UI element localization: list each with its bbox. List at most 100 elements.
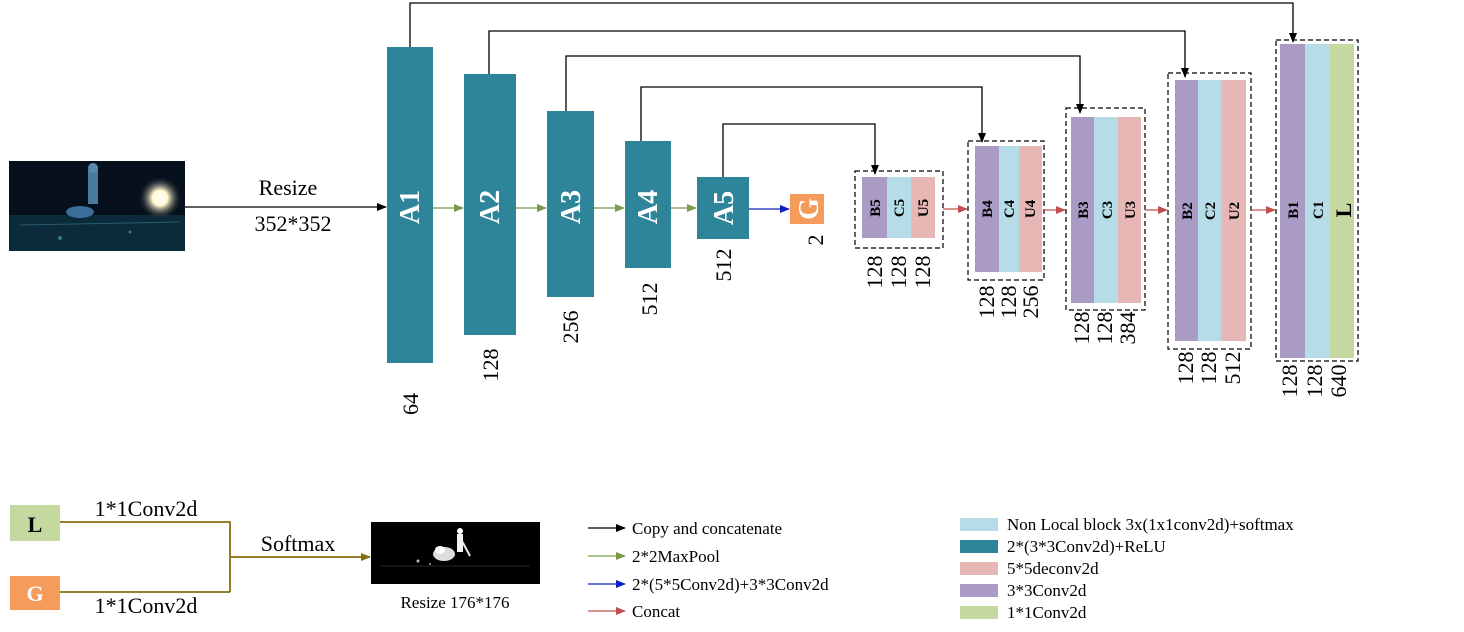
skip-a1-b1 (409, 2, 1297, 47)
legend-swatch-deconv (960, 562, 998, 575)
output-caption: Resize 176*176 (400, 593, 509, 612)
decoder-channels-1-1: 128 (1302, 365, 1327, 398)
decoder-block-u2 (1221, 80, 1246, 341)
decoder-channels-1-0: 128 (1277, 365, 1302, 398)
decoder-stage-3: B3 C3 U3 128 128 384 (1065, 107, 1146, 345)
decoder-stage-4: B4 C4 U4 128 128 256 (967, 140, 1045, 319)
decoder-label-u5: U5 (916, 199, 932, 217)
decoder-channels-5-2: 128 (910, 256, 935, 289)
decoder-block-u3 (1118, 117, 1141, 303)
skip-a4-b4 (640, 86, 986, 143)
global-block-label: G (794, 198, 825, 220)
legend-nonlocal-label: Non Local block 3x(1x1conv2d)+softmax (1007, 515, 1294, 534)
softmax-label: Softmax (261, 531, 336, 556)
decoder-label-c1: C1 (1311, 201, 1327, 219)
input-image (9, 161, 185, 251)
decoder-block-c4 (999, 146, 1019, 272)
decoder-label-c3: C3 (1100, 201, 1116, 219)
legend-arrow-conv-label: 2*(5*5Conv2d)+3*3Conv2d (632, 575, 829, 594)
decoder-label-l: L (1331, 203, 1356, 218)
decoder-channels-5-1: 128 (886, 256, 911, 289)
encoder-label-a1: A1 (395, 190, 426, 224)
encoder-label-a4: A4 (633, 190, 664, 224)
decoder-block-u4 (1019, 146, 1042, 272)
encoder-a4: A4 512 (625, 141, 671, 316)
encoder-a3: A3 256 (547, 111, 594, 344)
decoder-block-c1 (1305, 44, 1330, 358)
fusion-g-label: G (26, 581, 43, 606)
global-block: G 2 (790, 194, 828, 246)
fusion-g-box (10, 576, 60, 610)
decoder-dashed-box-1 (1275, 39, 1359, 362)
decoder-block-c2 (1198, 80, 1221, 341)
decoder-dashed-box-2 (1167, 72, 1252, 350)
skip-a3-b3 (565, 55, 1084, 114)
encoder-a2: A2 128 (464, 74, 516, 382)
decoder-block-b5 (862, 177, 887, 238)
decoder-channels-4-2: 256 (1018, 286, 1043, 319)
decoder-channels-4-0: 128 (974, 286, 999, 319)
legend-swatch-nonlocal (960, 518, 998, 531)
decoder-label-b1: B1 (1286, 201, 1302, 219)
decoder-channels-2-1: 128 (1196, 352, 1221, 385)
skip-a2-b2 (488, 30, 1189, 78)
global-block-g (790, 194, 824, 224)
input-size-label: 352*352 (255, 211, 332, 236)
fusion-module: L G 1*1Conv2d 1*1Conv2d Softmax Resize 1… (10, 496, 540, 618)
decoder-stage-1: B1 C1 L 128 128 640 (1275, 39, 1359, 398)
decoder-block-l (1330, 44, 1354, 358)
decoder-channels-4-1: 128 (996, 286, 1021, 319)
decoder-block-c5 (887, 177, 911, 238)
legend-boxes: Non Local block 3x(1x1conv2d)+softmax 2*… (960, 515, 1294, 622)
global-block-channels: 2 (803, 235, 828, 246)
legend-arrow-maxpool-label: 2*2MaxPool (632, 547, 720, 566)
fusion-conv-top: 1*1Conv2d (95, 496, 198, 521)
decoder-dashed-box-5 (854, 170, 944, 249)
fusion-l-label: L (28, 512, 43, 537)
decoder-block-u5 (911, 177, 935, 238)
decoder-channels-2-2: 512 (1220, 352, 1245, 385)
legend-arrow-concat-label: Concat (632, 602, 680, 621)
legend-arrow-copy-label: Copy and concatenate (632, 519, 782, 538)
decoder-label-c5: C5 (892, 199, 908, 217)
fusion-conv-bottom: 1*1Conv2d (95, 593, 198, 618)
legend-conv3-label: 3*3Conv2d (1007, 581, 1087, 600)
encoder-a1: A1 64 (387, 47, 433, 415)
resize-label: Resize (259, 175, 318, 200)
encoder-label-a3: A3 (556, 190, 587, 224)
decoder-channels-3-2: 384 (1115, 312, 1140, 345)
fusion-l-line (60, 521, 231, 592)
concat-arrows (943, 205, 1276, 214)
legend-conv1-label: 1*1Conv2d (1007, 603, 1087, 622)
encoder-channels-a2: 128 (478, 349, 503, 382)
encoder-a5: A5 512 (697, 177, 749, 282)
decoder-label-u4: U4 (1023, 199, 1039, 218)
legend-swatch-conv3 (960, 584, 998, 597)
decoder-label-c2: C2 (1203, 202, 1219, 220)
encoder-channels-a1: 64 (398, 393, 423, 415)
decoder-stage-2: B2 C2 U2 128 128 512 (1167, 72, 1252, 385)
output-image (371, 522, 540, 584)
legend-swatch-conv1 (960, 606, 998, 619)
decoder-channels-1-2: 640 (1326, 365, 1351, 398)
legend-deconv-label: 5*5deconv2d (1007, 559, 1099, 578)
decoder-label-u3: U3 (1123, 201, 1139, 219)
decoder-label-c4: C4 (1002, 199, 1018, 218)
encoder-block-a3 (547, 111, 594, 297)
decoder-block-b4 (975, 146, 999, 272)
decoder-label-b2: B2 (1180, 202, 1196, 220)
encoder-block-a5 (697, 177, 749, 239)
legend-arrows: Copy and concatenate 2*2MaxPool 2*(5*5Co… (588, 519, 829, 621)
encoder-channels-a4: 512 (637, 283, 662, 316)
legend-swatch-conv-relu (960, 540, 998, 553)
decoder-channels-3-0: 128 (1069, 312, 1094, 345)
decoder-label-b5: B5 (868, 199, 884, 217)
decoder-stage-5: B5 C5 U5 128 128 128 (854, 170, 944, 289)
decoder-channels-3-1: 128 (1092, 312, 1117, 345)
legend-conv-relu-label: 2*(3*3Conv2d)+ReLU (1007, 537, 1166, 556)
skip-connections (409, 2, 1297, 177)
skip-a5-b5 (722, 123, 879, 177)
decoder-block-c3 (1094, 117, 1118, 303)
decoder-label-b4: B4 (980, 200, 996, 218)
